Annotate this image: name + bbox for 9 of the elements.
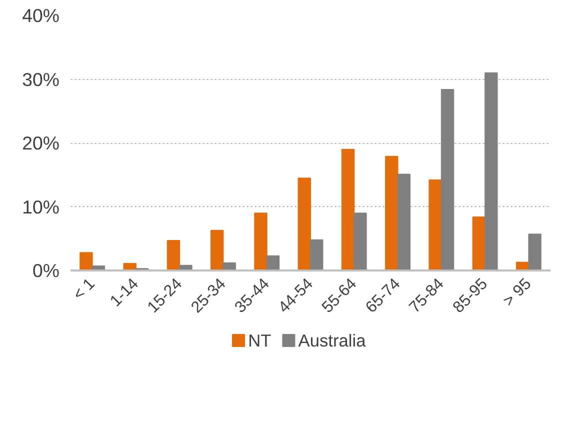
- y-tick-label: 10%: [22, 196, 60, 218]
- legend-label: Australia: [298, 330, 366, 350]
- y-tick-label: 0%: [32, 260, 60, 281]
- x-tick-label: > 95: [500, 275, 535, 310]
- y-tick-label: 40%: [22, 5, 60, 26]
- y-tick-label: 30%: [22, 68, 60, 90]
- x-tick-label: < 1: [70, 275, 98, 304]
- y-tick-label: 20%: [22, 132, 60, 154]
- legend-label: NT: [248, 330, 272, 350]
